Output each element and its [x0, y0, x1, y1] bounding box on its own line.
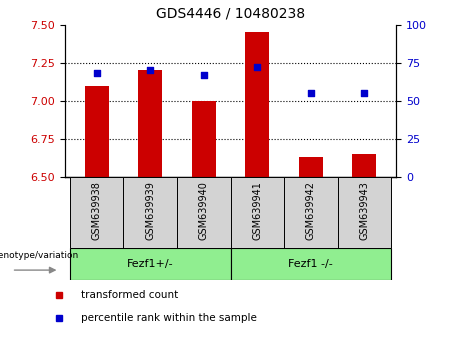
Point: [200, 72, 207, 78]
Bar: [245, 32, 269, 177]
Bar: [177, 177, 230, 248]
Bar: [299, 157, 323, 177]
Bar: [230, 177, 284, 248]
Point: [307, 90, 314, 96]
Bar: [70, 248, 230, 280]
Bar: [70, 177, 124, 248]
Bar: [124, 177, 177, 248]
Point: [254, 64, 261, 70]
Text: GSM639942: GSM639942: [306, 182, 316, 240]
Bar: [284, 177, 337, 248]
Text: transformed count: transformed count: [81, 290, 178, 300]
Text: percentile rank within the sample: percentile rank within the sample: [81, 313, 257, 323]
Text: Fezf1 -/-: Fezf1 -/-: [289, 259, 333, 269]
Text: Fezf1+/-: Fezf1+/-: [127, 259, 173, 269]
Bar: [337, 177, 391, 248]
Bar: [230, 248, 391, 280]
Text: genotype/variation: genotype/variation: [0, 251, 79, 260]
Bar: [192, 101, 216, 177]
Point: [147, 68, 154, 73]
Bar: [352, 154, 376, 177]
Text: GSM639940: GSM639940: [199, 182, 209, 240]
Text: GSM639938: GSM639938: [92, 182, 102, 240]
Text: GSM639941: GSM639941: [252, 182, 262, 240]
Point: [93, 71, 100, 76]
Text: GSM639939: GSM639939: [145, 182, 155, 240]
Point: [361, 90, 368, 96]
Title: GDS4446 / 10480238: GDS4446 / 10480238: [156, 7, 305, 21]
Bar: [85, 86, 109, 177]
Text: GSM639943: GSM639943: [359, 182, 369, 240]
Bar: [138, 70, 162, 177]
